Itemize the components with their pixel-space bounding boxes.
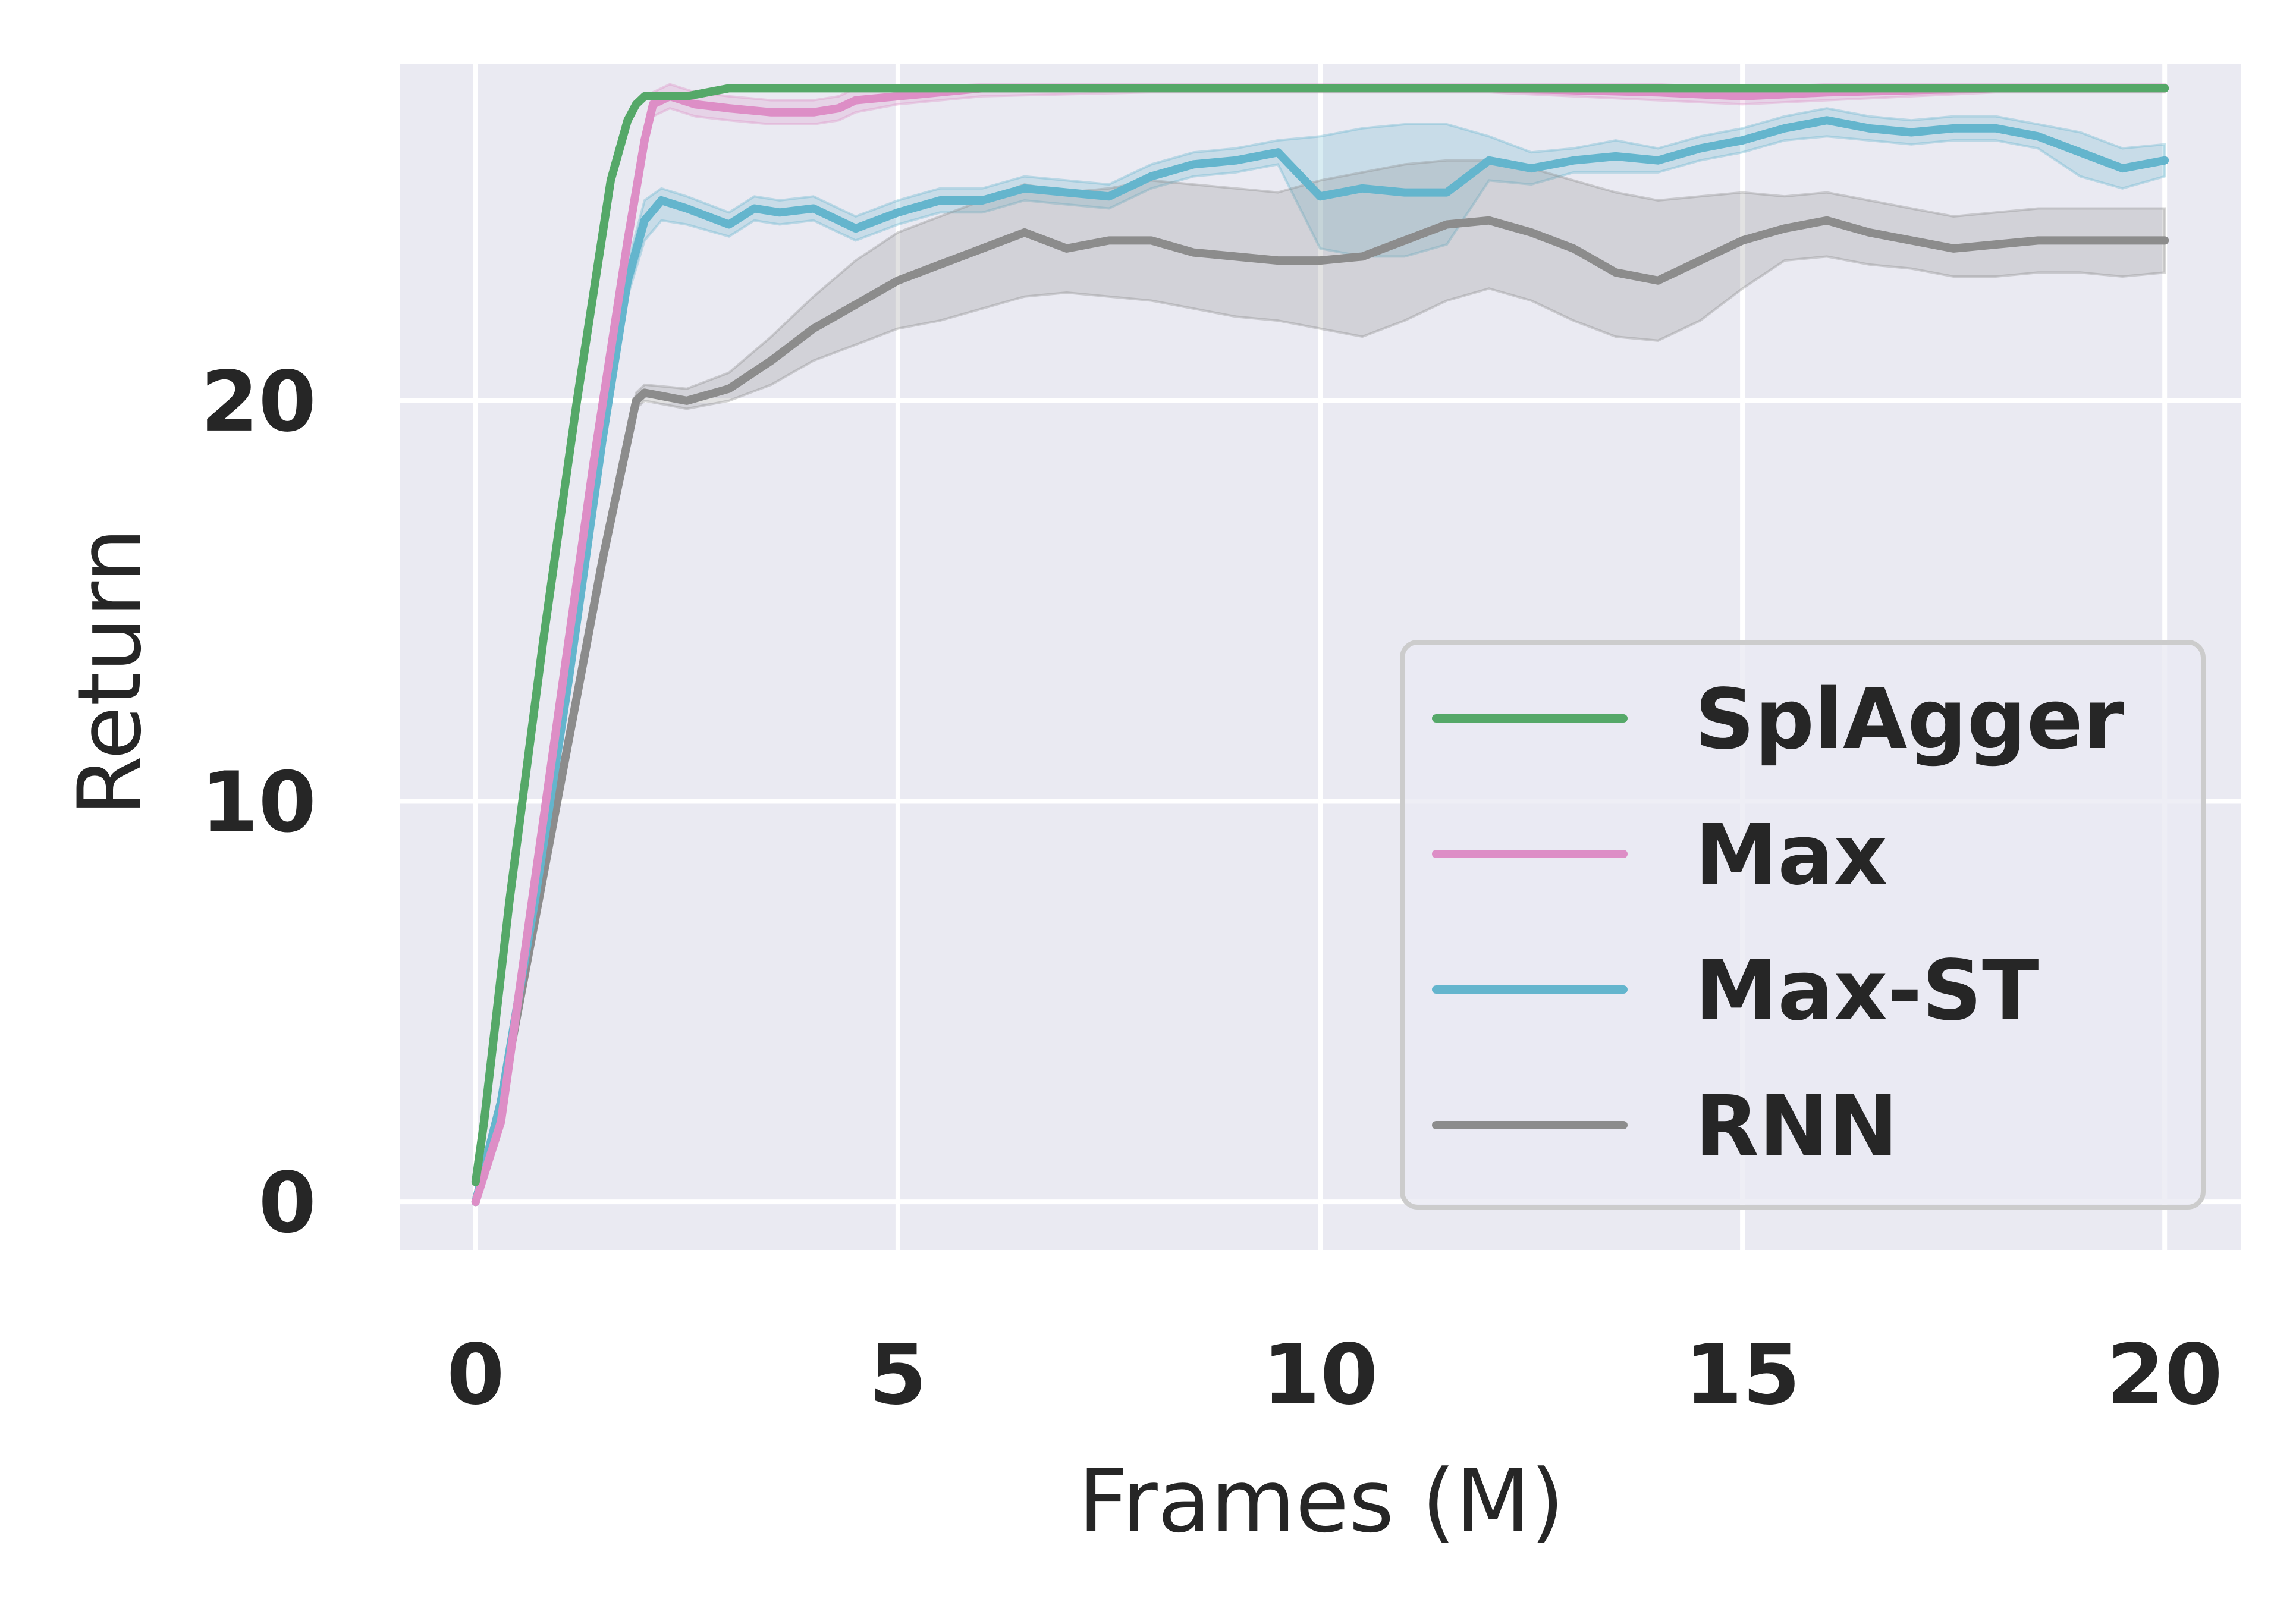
legend-label: RNN — [1695, 1078, 1898, 1175]
series-line — [471, 116, 2169, 1207]
series-lines — [471, 84, 2169, 1207]
y-tick-labels: 0 10 20 — [200, 354, 316, 1252]
x-tick-label: 0 — [447, 1327, 504, 1424]
x-tick-label: 15 — [1685, 1327, 1801, 1424]
legend-frame — [1400, 640, 2206, 1210]
legend-label: SplAgger — [1695, 671, 2124, 768]
y-tick-label: 0 — [259, 1155, 316, 1252]
x-tick-label: 5 — [869, 1327, 926, 1424]
x-tick-label: 10 — [1262, 1327, 1378, 1424]
series-line — [471, 84, 2169, 1186]
y-tick-label: 10 — [200, 755, 316, 852]
legend: SplAgger Max Max-ST RNN — [1400, 640, 2206, 1210]
legend-label: Max — [1695, 807, 1887, 904]
x-tick-label: 20 — [2107, 1327, 2223, 1424]
y-tick-label: 20 — [200, 354, 316, 451]
y-axis-title: Return — [59, 528, 161, 816]
x-tick-labels: 0 5 10 15 20 — [447, 1327, 2222, 1424]
x-axis-title: Frames (M) — [1078, 1451, 1564, 1552]
series-line — [471, 216, 2169, 1207]
legend-label: Max-ST — [1695, 943, 2039, 1039]
